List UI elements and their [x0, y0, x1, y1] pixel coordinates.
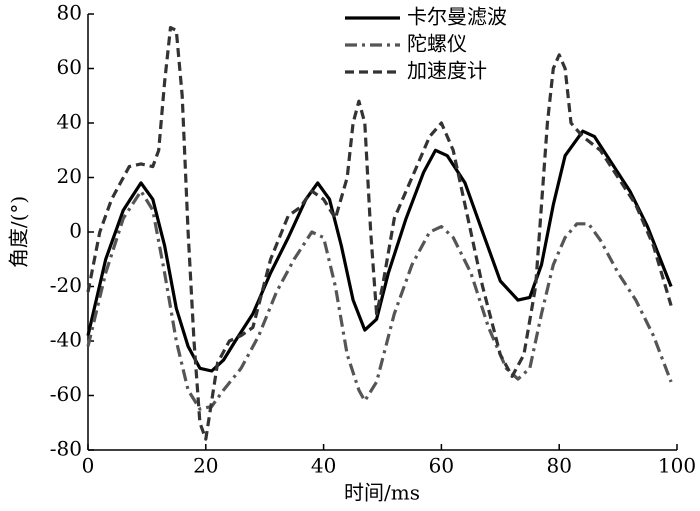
y-tick-label: 60	[57, 55, 82, 79]
x-tick-label: 40	[311, 454, 336, 478]
x-tick-label: 80	[546, 454, 571, 478]
x-tick-label: 20	[193, 454, 218, 478]
y-tick-label: -40	[50, 328, 82, 352]
y-tick-label: 0	[69, 219, 82, 243]
x-tick-label: 100	[658, 454, 696, 478]
y-tick-label: 40	[57, 110, 82, 134]
y-axis-label: 角度/(°)	[7, 196, 31, 268]
series-line	[86, 129, 673, 373]
y-tick-label: 20	[57, 164, 82, 188]
x-axis-label: 时间/ms	[344, 481, 420, 505]
series-line	[86, 189, 673, 411]
series-line	[86, 26, 673, 441]
y-tick-label: 80	[57, 1, 82, 25]
legend-label: 陀螺仪	[407, 32, 467, 56]
y-tick-label: -80	[50, 437, 82, 461]
legend-label: 加速度计	[407, 59, 487, 83]
x-tick-label: 0	[82, 454, 95, 478]
legend-label: 卡尔曼滤波	[407, 5, 507, 29]
y-tick-label: -60	[50, 382, 82, 406]
x-tick-label: 60	[429, 454, 454, 478]
y-tick-label: -20	[50, 273, 82, 297]
